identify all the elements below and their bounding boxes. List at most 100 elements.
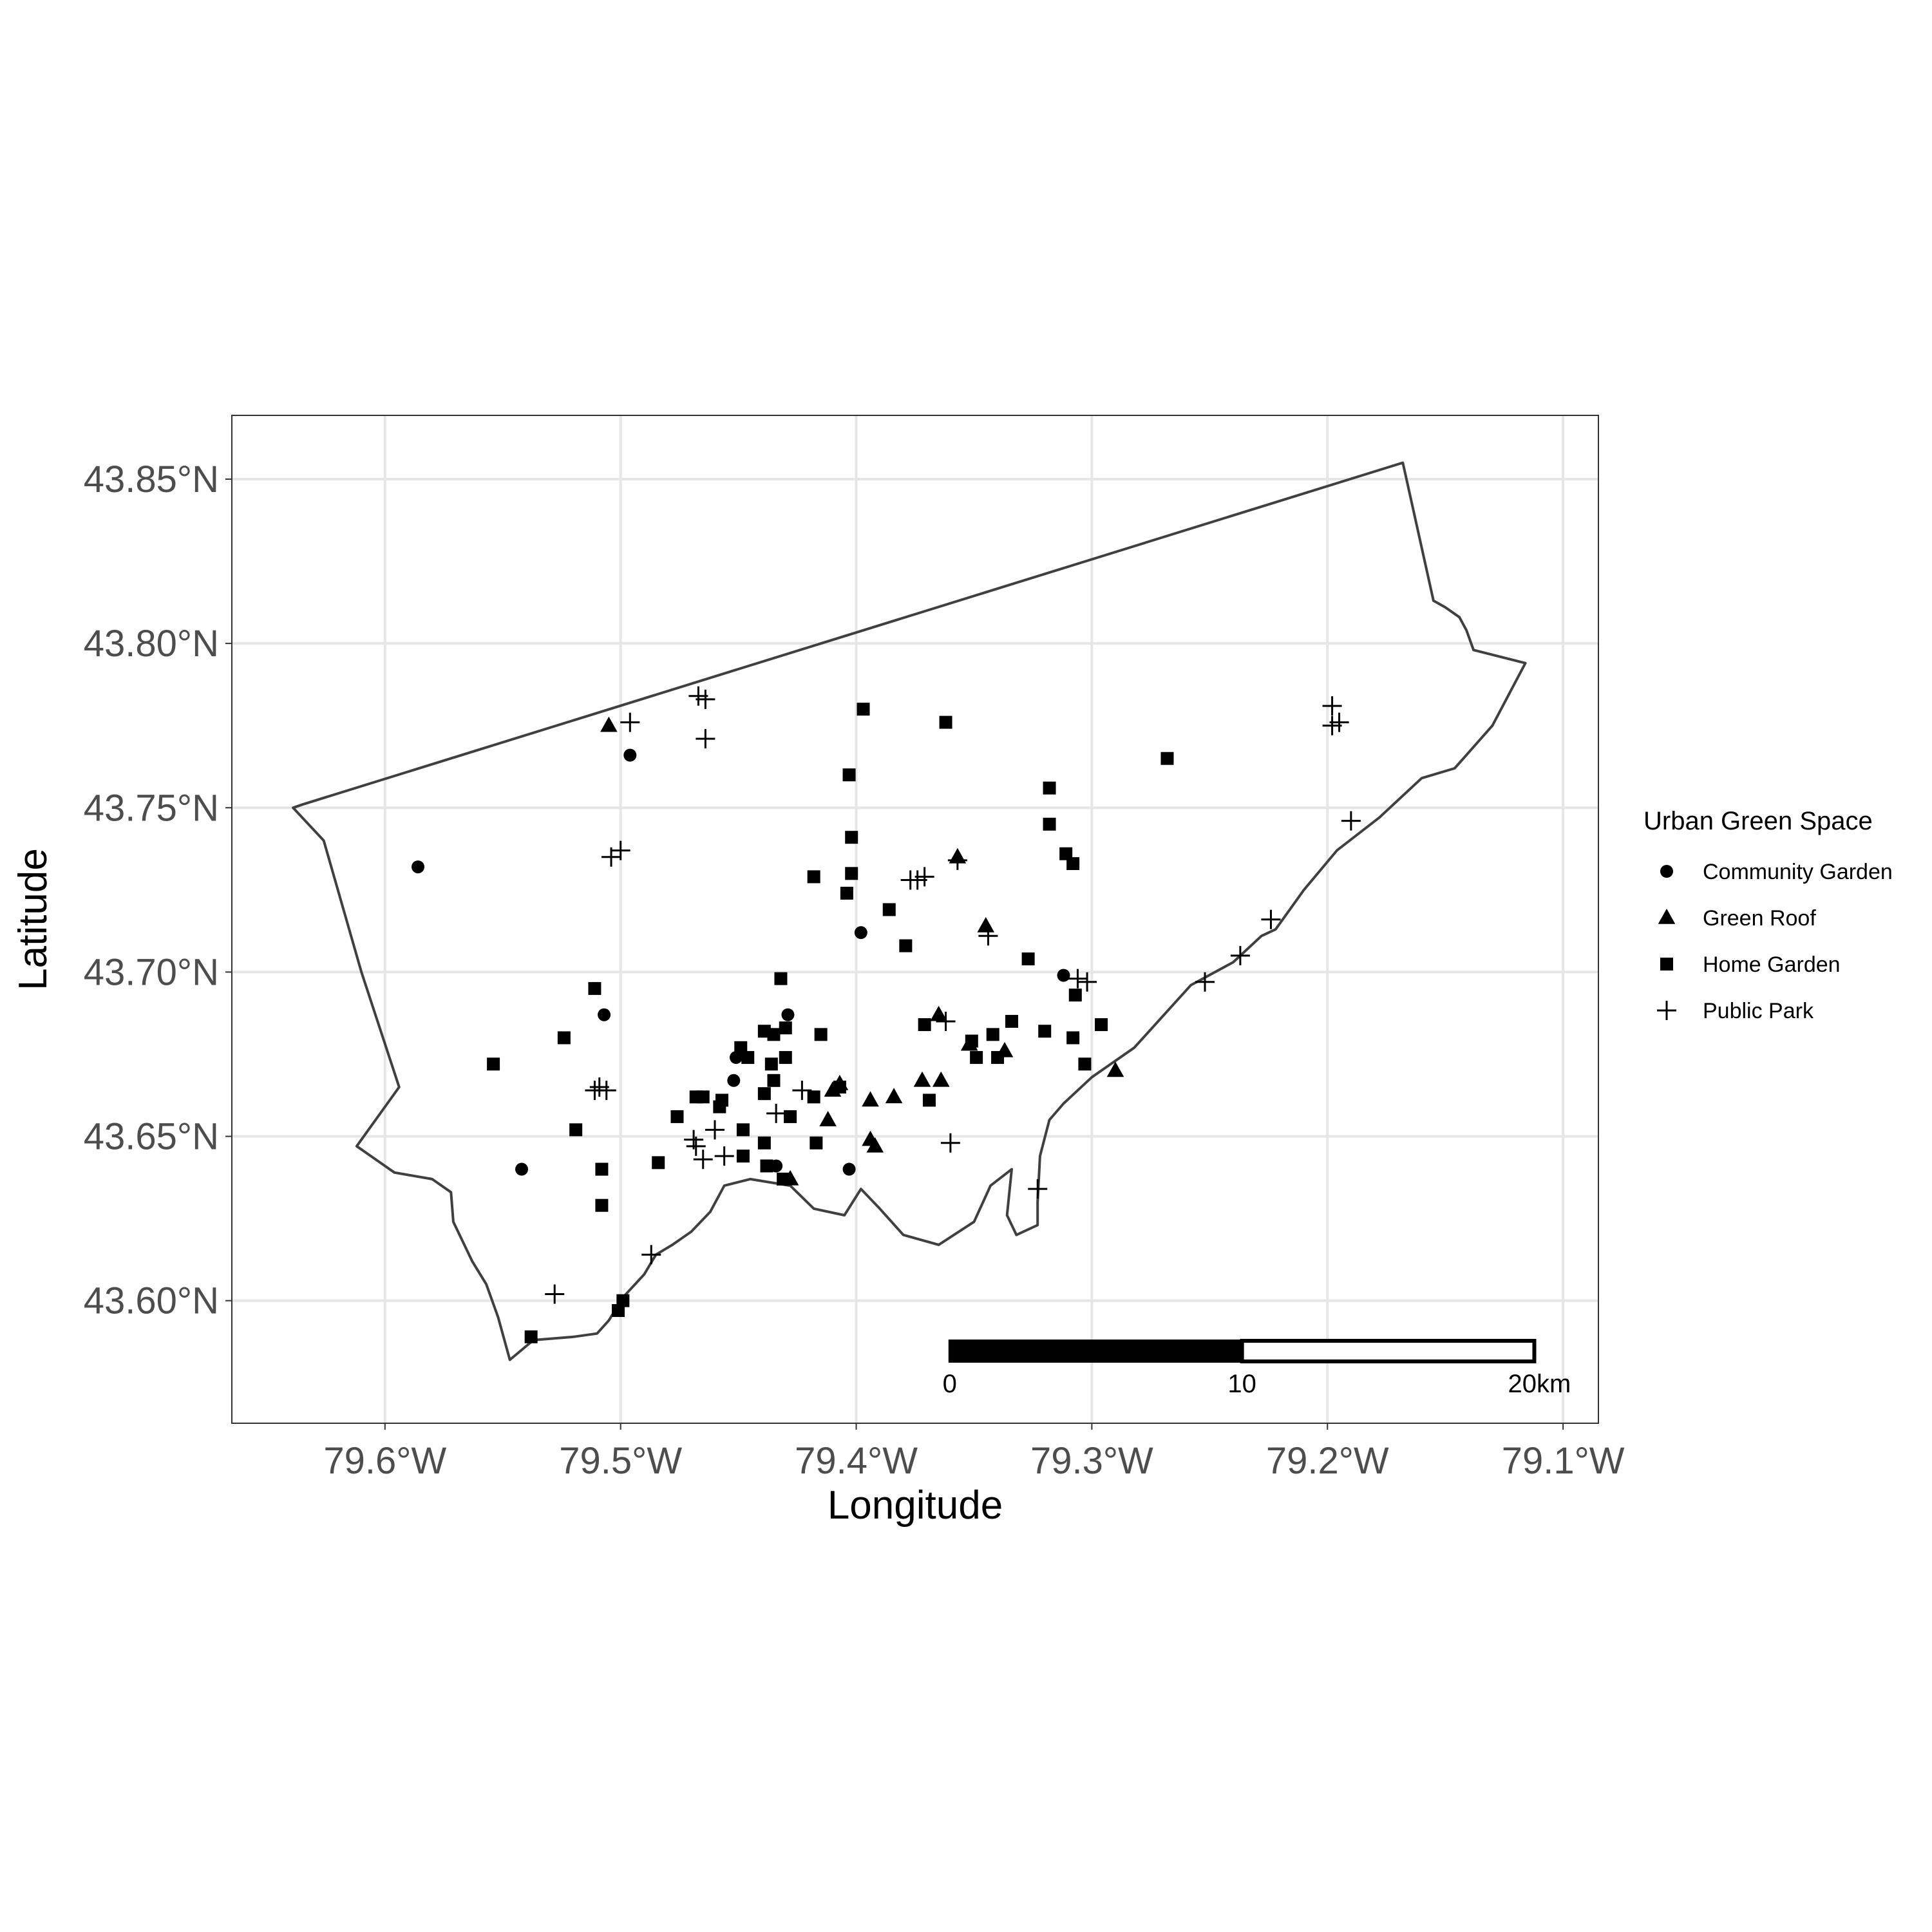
square-point <box>757 1136 771 1150</box>
plus-point <box>1230 945 1250 965</box>
square-point <box>767 1074 781 1087</box>
scale-bar: 0 10 20km <box>943 1339 1571 1398</box>
y-axis-title: Latitude <box>11 848 55 990</box>
plus-point <box>1068 969 1088 989</box>
series-square <box>487 703 1174 1343</box>
scale-bar-label: 10 <box>1227 1370 1256 1398</box>
gridlines <box>232 415 1598 1423</box>
legend-label: Community Garden <box>1703 860 1893 884</box>
triangle-point <box>885 1088 903 1104</box>
square-point <box>595 1162 609 1176</box>
x-tick-label: 79.1°W <box>1502 1440 1625 1482</box>
plus-point <box>620 712 640 732</box>
plus-point <box>1341 811 1361 831</box>
y-tick-label: 43.60°N <box>84 1280 219 1322</box>
square-point <box>588 981 601 995</box>
legend: Urban Green Space Community Garden Green … <box>1643 807 1893 1023</box>
square-point <box>1066 857 1080 871</box>
square-point <box>842 768 856 782</box>
plus-point <box>686 1136 706 1156</box>
series-circle <box>412 748 1070 1176</box>
square-point <box>810 1136 823 1150</box>
square-point <box>882 903 896 916</box>
square-point <box>784 1110 797 1123</box>
circle-point <box>729 1051 743 1065</box>
plus-point <box>936 1011 956 1031</box>
square-point <box>652 1156 665 1170</box>
triangle-point <box>930 1005 947 1021</box>
square-point <box>1068 989 1082 1002</box>
square-point <box>764 1057 778 1071</box>
square-point <box>757 1087 771 1101</box>
square-point <box>1043 817 1056 831</box>
square-point <box>1043 781 1056 795</box>
city-boundary <box>292 461 1527 1361</box>
plus-point <box>766 1103 786 1123</box>
plus-point <box>792 1081 812 1101</box>
circle-point <box>598 1008 611 1021</box>
plus-point <box>641 1245 661 1265</box>
square-point <box>991 1051 1005 1065</box>
x-tick-label: 79.5°W <box>559 1440 682 1482</box>
legend-item: Green Roof <box>1658 906 1816 931</box>
square-point <box>1160 752 1174 765</box>
scale-bar-label: 20km <box>1508 1370 1571 1398</box>
square-point <box>736 1123 750 1137</box>
data-points <box>412 686 1361 1343</box>
legend-title: Urban Green Space <box>1643 807 1873 835</box>
square-point <box>487 1057 500 1071</box>
legend-key-triangle <box>1658 909 1676 924</box>
circle-point <box>727 1074 741 1087</box>
triangle-point <box>866 1137 884 1153</box>
plus-point <box>611 840 630 860</box>
legend-label: Public Park <box>1703 999 1814 1023</box>
triangle-point <box>1106 1061 1124 1077</box>
legend-label: Home Garden <box>1703 952 1841 977</box>
boundary-outline <box>292 461 1527 1361</box>
plus-point <box>705 1120 725 1140</box>
square-point <box>833 1080 846 1094</box>
circle-point <box>515 1162 529 1176</box>
square-point <box>741 1051 755 1065</box>
x-tick-label: 79.6°W <box>323 1440 446 1482</box>
square-point <box>524 1330 538 1343</box>
plus-point <box>940 1133 960 1153</box>
series-plus <box>545 686 1361 1304</box>
square-point <box>779 1051 792 1065</box>
square-point <box>1059 847 1073 860</box>
triangle-point <box>977 916 995 933</box>
plus-point <box>693 1150 713 1170</box>
square-point <box>857 703 870 716</box>
square-point <box>557 1031 571 1045</box>
y-tick-label: 43.80°N <box>84 623 219 665</box>
square-point <box>736 1150 750 1163</box>
scale-bar-label: 0 <box>943 1370 957 1398</box>
y-axis-ticks: 43.60°N 43.65°N 43.70°N 43.75°N 43.80°N 43.85… <box>84 459 232 1322</box>
square-point <box>715 1094 728 1107</box>
square-point <box>760 1159 773 1173</box>
square-point <box>612 1303 625 1317</box>
square-point <box>569 1123 583 1137</box>
plus-point <box>596 1081 616 1101</box>
square-point <box>965 1034 978 1048</box>
square-point <box>922 1094 936 1107</box>
square-point <box>734 1041 748 1054</box>
square-point <box>845 867 858 880</box>
triangle-point <box>913 1071 931 1087</box>
plus-point <box>1322 696 1342 716</box>
square-point <box>807 1090 820 1104</box>
square-point <box>939 715 952 729</box>
square-point <box>1005 1014 1019 1028</box>
square-point <box>616 1294 630 1307</box>
y-tick-label: 43.85°N <box>84 459 219 500</box>
y-tick-label: 43.75°N <box>84 787 219 829</box>
panel-border <box>231 415 1599 1424</box>
plus-point <box>947 850 967 870</box>
square-point <box>807 870 820 884</box>
circle-point <box>781 1008 795 1021</box>
square-point <box>1021 952 1035 965</box>
square-point <box>595 1198 609 1212</box>
triangle-point <box>862 1091 879 1107</box>
scale-bar-white-segment <box>1240 1339 1537 1363</box>
